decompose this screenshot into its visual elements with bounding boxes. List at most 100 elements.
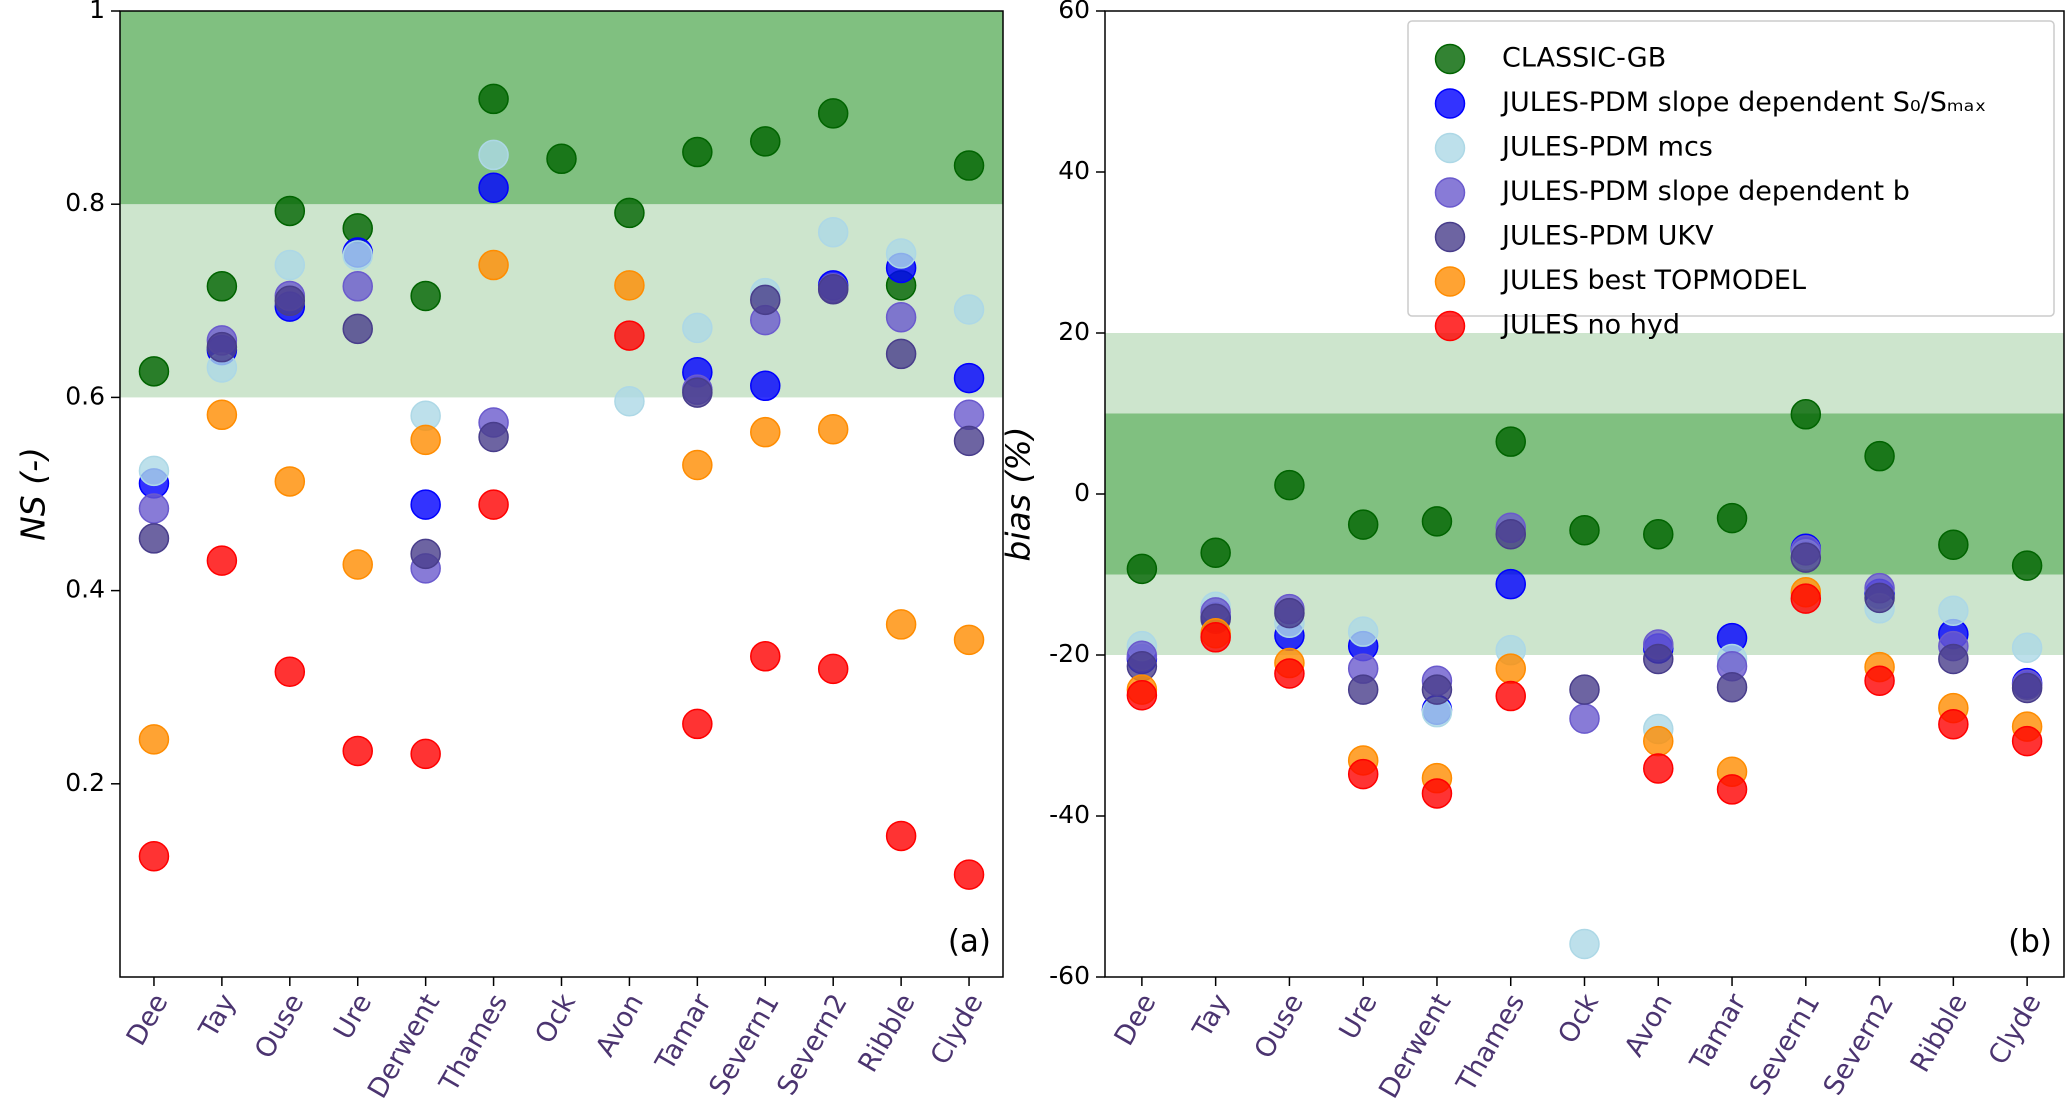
target-band xyxy=(120,204,1003,398)
x-tick-label: Severn1 xyxy=(1744,989,1826,1101)
data-point xyxy=(682,449,713,481)
data-point xyxy=(1864,440,1895,472)
plot-frame xyxy=(1104,10,2065,978)
x-tick-label: Ure xyxy=(328,989,378,1045)
data-point xyxy=(1569,674,1600,705)
x-tick-label: Ribble xyxy=(852,989,921,1078)
legend-label: JULES-PDM mcs xyxy=(1500,132,1713,163)
x-tick-label: Derwent xyxy=(1373,989,1457,1104)
data-point xyxy=(478,249,509,281)
data-point xyxy=(682,708,713,740)
data-point xyxy=(953,425,985,457)
x-tick-label: Ouse xyxy=(249,989,310,1064)
data-point xyxy=(953,859,985,890)
data-point xyxy=(1421,674,1453,705)
data-point xyxy=(953,294,985,325)
data-point xyxy=(953,362,985,394)
x-tick-label: Clyde xyxy=(1983,989,2048,1070)
y-tick-label: -40 xyxy=(1049,800,1090,829)
data-point xyxy=(274,195,306,227)
data-point xyxy=(1643,753,1674,784)
data-point xyxy=(1569,514,1600,546)
y-tick-label: -20 xyxy=(1049,639,1090,668)
data-point xyxy=(885,238,917,269)
data-point xyxy=(750,370,781,402)
data-point xyxy=(478,172,509,204)
data-point xyxy=(682,136,713,168)
data-point xyxy=(885,301,917,333)
legend-marker xyxy=(1434,221,1466,253)
data-point xyxy=(1347,674,1379,705)
data-point xyxy=(342,313,373,345)
data-point xyxy=(1347,509,1379,540)
data-point xyxy=(1274,469,1305,501)
data-point xyxy=(1495,519,1526,550)
legend-marker xyxy=(1434,88,1466,119)
data-point xyxy=(817,653,849,685)
data-point xyxy=(1569,928,1600,960)
x-tick-label: Tamar xyxy=(1684,988,1753,1077)
data-point xyxy=(1421,778,1453,809)
data-point xyxy=(885,609,917,640)
data-point xyxy=(750,641,781,672)
data-point xyxy=(1716,671,1748,703)
legend-label: JULES best TOPMODEL xyxy=(1500,265,1806,296)
data-point xyxy=(1643,643,1674,675)
data-point xyxy=(138,523,170,554)
x-tick-label: Tamar xyxy=(649,988,718,1077)
y-tick-label: 0 xyxy=(1074,478,1090,507)
data-point xyxy=(410,489,441,520)
data-point xyxy=(1864,665,1895,697)
data-point xyxy=(1126,680,1158,711)
data-point xyxy=(478,421,509,453)
plot-frame xyxy=(119,10,1004,978)
y-tick-label: 40 xyxy=(1058,156,1090,185)
y-tick-label: 0.4 xyxy=(65,575,105,604)
panel-label: (b) xyxy=(2008,924,2052,960)
x-tick-label: Clyde xyxy=(925,989,990,1070)
data-point xyxy=(1200,537,1231,569)
data-point xyxy=(1716,774,1748,805)
data-point xyxy=(614,386,645,417)
data-point xyxy=(410,424,441,456)
data-point xyxy=(885,820,917,852)
data-point xyxy=(1569,703,1600,734)
data-point xyxy=(478,83,509,115)
data-point xyxy=(614,320,645,351)
x-tick-label: Ribble xyxy=(1905,989,1974,1078)
data-point xyxy=(1864,582,1895,614)
data-point xyxy=(817,216,849,248)
data-point xyxy=(206,399,238,431)
x-tick-label: Ouse xyxy=(1249,989,1310,1064)
x-tick-label: Severn2 xyxy=(1818,989,1900,1101)
data-point xyxy=(274,249,306,281)
data-point xyxy=(682,312,713,344)
data-point xyxy=(274,285,306,317)
data-point xyxy=(546,143,577,175)
data-point xyxy=(1200,622,1231,653)
legend-marker xyxy=(1434,266,1466,297)
data-point xyxy=(885,338,917,370)
legend-marker xyxy=(1434,177,1466,208)
x-tick-label: Ock xyxy=(529,988,582,1049)
data-point xyxy=(1126,553,1158,585)
legend-label: JULES-PDM slope dependent b xyxy=(1500,176,1910,207)
data-point xyxy=(206,331,238,363)
data-point xyxy=(1274,658,1305,689)
data-point xyxy=(682,377,713,408)
y-tick-label: 20 xyxy=(1058,317,1090,346)
data-point xyxy=(614,197,645,229)
legend-frame xyxy=(1407,20,2055,317)
y-tick-label: 60 xyxy=(1058,0,1090,24)
data-point xyxy=(410,538,441,570)
data-point xyxy=(206,271,238,302)
data-point xyxy=(1643,519,1674,550)
legend-marker xyxy=(1434,310,1466,342)
data-point xyxy=(410,738,441,770)
data-point xyxy=(1938,708,1969,740)
data-point xyxy=(953,150,985,181)
x-tick-label: Avon xyxy=(590,989,650,1062)
data-point xyxy=(2011,550,2043,581)
x-tick-label: Ock xyxy=(1552,988,1605,1049)
